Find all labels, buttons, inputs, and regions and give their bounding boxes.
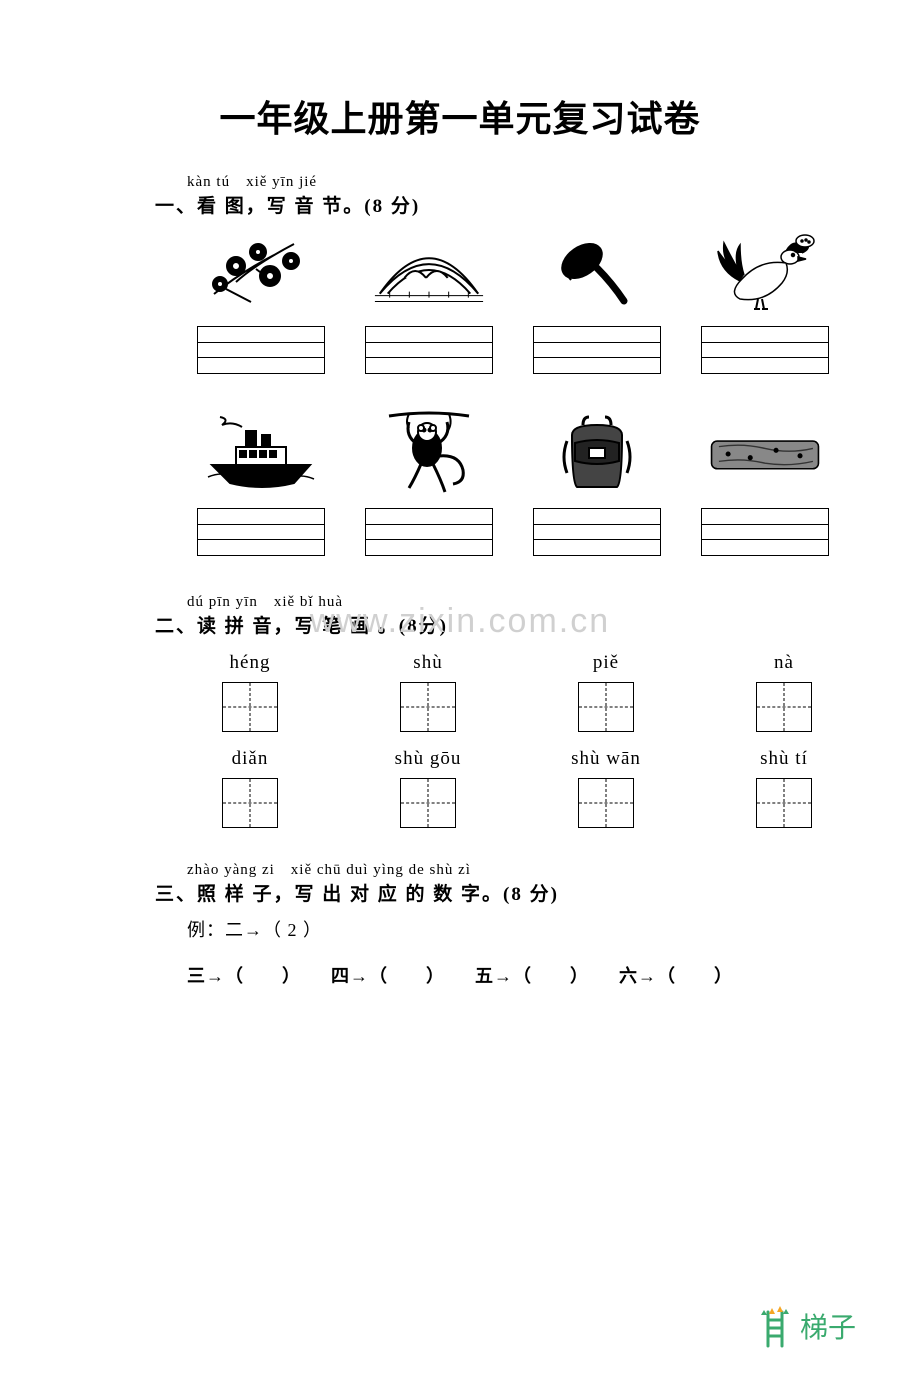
pinyin-input-box[interactable] bbox=[365, 326, 493, 374]
stroke-label: nà bbox=[774, 652, 794, 674]
section3-chinese: 三、照 样 子，写 出 对 应 的 数 字。(8 分) bbox=[155, 879, 860, 906]
section2-row1: héng shù piě nà bbox=[185, 652, 860, 732]
section2-header: dú pīn yīn xiě bǐ huà 二、读 拼 音，写 笔 画 。(8分… bbox=[155, 590, 860, 638]
rooster-icon bbox=[706, 232, 824, 312]
fill-blank[interactable]: 五→（ ） bbox=[475, 962, 589, 988]
content-area: kàn tú xiě yīn jié 一、看 图，写 音 节。(8 分) bbox=[155, 170, 860, 988]
pinyin-input-box[interactable] bbox=[701, 326, 829, 374]
page-title: 一年级上册第一单元复习试卷 bbox=[0, 90, 920, 142]
tianzi-box[interactable] bbox=[756, 682, 812, 732]
comb-icon bbox=[538, 232, 656, 312]
section1-header: kàn tú xiě yīn jié 一、看 图，写 音 节。(8 分) bbox=[155, 170, 860, 218]
tianzi-box[interactable] bbox=[756, 778, 812, 828]
section3-items-row: 三→（ ） 四→（ ） 五→（ ） 六→（ ） bbox=[187, 962, 860, 988]
brand-text: 梯子 bbox=[800, 1306, 856, 1346]
stroke-label: shù bbox=[413, 652, 442, 674]
fill-blank[interactable]: 四→（ ） bbox=[331, 962, 445, 988]
section2-row2: diǎn shù gōu shù wān shù tí bbox=[185, 748, 860, 828]
steamship-icon bbox=[202, 414, 320, 494]
section2-pinyin: dú pīn yīn xiě bǐ huà bbox=[187, 590, 860, 611]
flower-branch-icon bbox=[202, 232, 320, 312]
fill-blank[interactable]: 六→（ ） bbox=[619, 962, 733, 988]
section2-chinese: 二、读 拼 音，写 笔 画 。(8分) bbox=[155, 611, 860, 638]
section3-pinyin: zhào yàng zi xiě chū duì yìng de shù zì bbox=[187, 858, 860, 879]
pinyin-input-box[interactable] bbox=[533, 326, 661, 374]
section1-row1 bbox=[197, 232, 860, 374]
stroke-label: diǎn bbox=[232, 748, 269, 770]
stroke-label: piě bbox=[593, 652, 619, 674]
section3-example: 例：二→（ 2 ） bbox=[187, 916, 860, 942]
section3-body: 例：二→（ 2 ） 三→（ ） 四→（ ） 五→（ ） 六→（ ） bbox=[187, 916, 860, 988]
section1-chinese: 一、看 图，写 音 节。(8 分) bbox=[155, 191, 860, 218]
pinyin-input-box[interactable] bbox=[365, 508, 493, 556]
tianzi-box[interactable] bbox=[222, 778, 278, 828]
eraser-icon bbox=[706, 414, 824, 494]
stroke-label: héng bbox=[230, 652, 271, 674]
pinyin-input-box[interactable] bbox=[197, 326, 325, 374]
stroke-label: shù tí bbox=[760, 748, 808, 770]
schoolbag-icon bbox=[538, 414, 656, 494]
pinyin-input-box[interactable] bbox=[701, 508, 829, 556]
stone-bridge-icon bbox=[370, 232, 488, 312]
brand-logo: 梯子 bbox=[758, 1304, 856, 1348]
section1-pinyin: kàn tú xiě yīn jié bbox=[187, 170, 860, 191]
tianzi-box[interactable] bbox=[400, 778, 456, 828]
tianzi-box[interactable] bbox=[578, 778, 634, 828]
pinyin-input-box[interactable] bbox=[197, 508, 325, 556]
tianzi-box[interactable] bbox=[578, 682, 634, 732]
section3-header: zhào yàng zi xiě chū duì yìng de shù zì … bbox=[155, 858, 860, 906]
pinyin-input-box[interactable] bbox=[533, 508, 661, 556]
monkey-icon bbox=[370, 414, 488, 494]
fill-blank[interactable]: 三→（ ） bbox=[187, 962, 301, 988]
section1-row2 bbox=[197, 414, 860, 556]
tianzi-box[interactable] bbox=[222, 682, 278, 732]
tianzi-box[interactable] bbox=[400, 682, 456, 732]
stroke-label: shù gōu bbox=[395, 748, 462, 770]
ladder-icon bbox=[758, 1304, 792, 1348]
stroke-label: shù wān bbox=[571, 748, 641, 770]
